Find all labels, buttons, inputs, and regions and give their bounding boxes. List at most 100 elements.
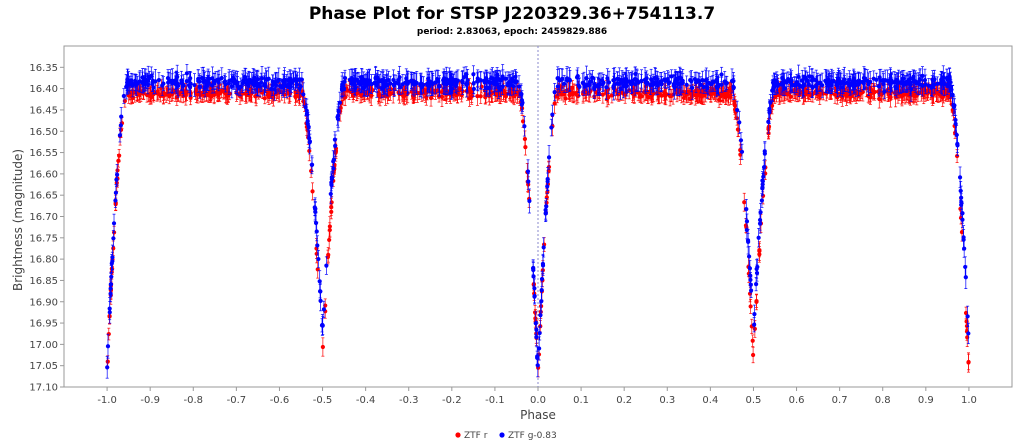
data-point xyxy=(320,344,325,350)
data-point xyxy=(115,172,120,177)
y-tick-label: 16.40 xyxy=(29,84,58,95)
data-series xyxy=(105,63,971,379)
data-point xyxy=(857,93,862,98)
data-point xyxy=(117,153,122,158)
data-point xyxy=(840,85,845,90)
data-point xyxy=(742,200,747,205)
y-tick-label: 16.95 xyxy=(29,319,58,330)
data-point xyxy=(105,365,110,370)
y-tick-label: 16.45 xyxy=(29,105,58,116)
x-tick-label: 0.4 xyxy=(702,395,718,406)
data-point xyxy=(307,148,312,154)
data-point xyxy=(752,312,757,317)
data-point xyxy=(616,92,621,97)
x-tick-label: -0.4 xyxy=(356,395,376,406)
data-point xyxy=(193,89,198,94)
data-point xyxy=(605,76,610,81)
y-tick-label: 16.35 xyxy=(29,63,58,74)
data-point xyxy=(556,90,561,95)
data-point xyxy=(738,138,744,143)
data-point xyxy=(161,81,166,86)
data-point xyxy=(206,93,211,98)
data-point xyxy=(908,93,913,98)
data-point xyxy=(203,85,208,90)
data-point xyxy=(662,90,667,95)
data-point xyxy=(788,94,793,99)
series-ztf-g xyxy=(105,63,971,379)
data-point xyxy=(549,125,554,130)
data-point xyxy=(249,91,254,97)
data-point xyxy=(606,80,612,85)
data-point xyxy=(552,101,557,106)
data-point xyxy=(147,92,152,97)
x-axis: -1.0 -0.9 -0.8 -0.7 -0.6 -0.5 -0.4 -0.3 -0.2 -0.1… xyxy=(97,387,977,406)
data-point xyxy=(732,99,737,104)
data-point xyxy=(957,175,963,180)
y-tick-label: 17.05 xyxy=(29,361,58,372)
data-point xyxy=(428,95,434,101)
data-point xyxy=(604,85,609,90)
x-tick-label: -0.1 xyxy=(485,395,505,406)
data-point xyxy=(681,95,687,100)
x-tick-label: 0.5 xyxy=(746,395,762,406)
data-point xyxy=(503,92,508,97)
data-point xyxy=(754,299,759,304)
data-point xyxy=(759,198,765,203)
data-point xyxy=(772,95,777,100)
data-point xyxy=(600,92,605,97)
x-tick-label: 0.0 xyxy=(530,395,546,406)
data-point xyxy=(216,90,221,96)
data-point xyxy=(342,75,348,81)
y-axis: 16.35 16.40 16.45 16.50 16.55 16.60 16.65 16.70… xyxy=(29,63,64,394)
data-point xyxy=(475,93,480,99)
data-point xyxy=(325,254,331,260)
data-point xyxy=(329,204,334,210)
x-tick-label: 0.3 xyxy=(659,395,675,406)
x-tick-label: -0.9 xyxy=(140,395,160,406)
data-point xyxy=(574,90,579,95)
data-point xyxy=(327,237,332,243)
data-point xyxy=(129,95,135,100)
data-point xyxy=(559,92,565,97)
data-point xyxy=(757,252,762,257)
data-point xyxy=(729,78,735,84)
data-point xyxy=(226,93,231,98)
data-point xyxy=(327,227,332,233)
data-point xyxy=(750,338,755,343)
data-point xyxy=(728,93,733,98)
data-point xyxy=(716,97,722,102)
x-tick-label: -0.8 xyxy=(184,395,204,406)
data-point xyxy=(958,206,963,211)
data-point xyxy=(262,96,267,101)
x-tick-label: 0.8 xyxy=(875,395,891,406)
x-tick-label: -0.3 xyxy=(399,395,419,406)
y-tick-label: 17.10 xyxy=(29,383,58,394)
y-tick-label: 16.55 xyxy=(29,148,58,159)
data-point xyxy=(959,229,965,235)
data-point xyxy=(684,82,689,87)
data-point xyxy=(478,94,483,99)
chart-subtitle: period: 2.83063, epoch: 2459829.886 xyxy=(417,27,607,37)
data-point xyxy=(752,322,757,327)
data-point xyxy=(460,78,465,84)
data-point xyxy=(584,76,589,81)
data-point xyxy=(872,89,877,95)
y-tick-label: 17.00 xyxy=(29,340,58,351)
x-tick-label: 1.0 xyxy=(961,395,977,406)
data-point xyxy=(562,81,567,87)
data-point xyxy=(111,246,116,251)
y-tick-label: 16.65 xyxy=(29,191,58,202)
y-tick-label: 16.50 xyxy=(29,127,58,138)
data-point xyxy=(604,96,610,102)
chart-title: Phase Plot for STSP J220329.36+754113.7 xyxy=(309,4,715,24)
y-tick-label: 16.85 xyxy=(29,276,58,287)
data-point xyxy=(690,85,695,90)
data-point xyxy=(966,331,971,336)
data-point xyxy=(963,310,969,316)
data-point xyxy=(459,93,464,98)
data-point xyxy=(552,89,557,95)
data-point xyxy=(314,229,319,234)
data-point xyxy=(328,191,333,197)
data-point xyxy=(122,98,127,104)
